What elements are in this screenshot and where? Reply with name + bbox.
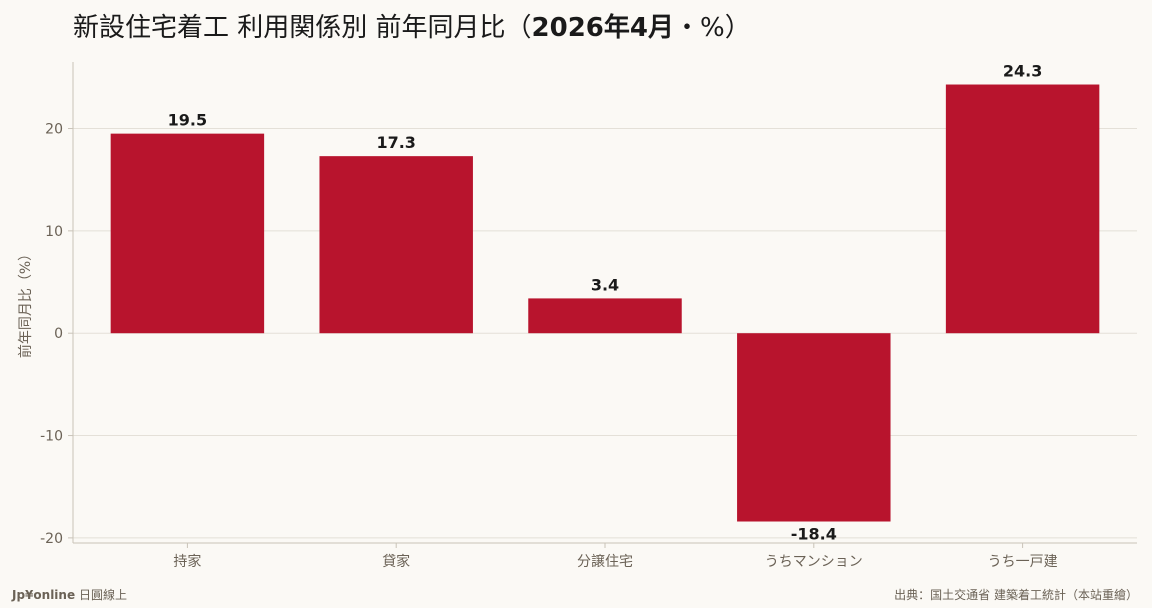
footer-brand: Jp¥online 日圓線上 xyxy=(12,586,127,603)
x-tick-label: 貸家 xyxy=(382,553,410,570)
brand-suffix: 日圓線上 xyxy=(78,588,127,602)
data-label: 24.3 xyxy=(1003,62,1042,81)
brand-logo: Jp¥online xyxy=(12,588,76,602)
y-tick-label: 10 xyxy=(45,224,63,240)
x-tick-label: うち一戸建 xyxy=(988,554,1058,570)
x-tick-label: 分譲住宅 xyxy=(577,554,633,570)
y-axis-label: 前年同月比（%） xyxy=(17,247,34,358)
bar-2 xyxy=(528,298,682,334)
axes: -20 -10 0 10 20 前年同月比（%） 持家 貸家 分譲住宅 うちマンション うち一戸建 xyxy=(17,62,1137,570)
data-label: 19.5 xyxy=(168,111,207,130)
chart-title-main: 新設住宅着工 利用関係別 前年同月比（ xyxy=(73,13,532,43)
x-tick-label: うちマンション xyxy=(765,554,863,570)
bar-1 xyxy=(319,156,473,334)
chart-title-unit: ・%） xyxy=(674,13,751,43)
x-tick-label: 持家 xyxy=(173,553,201,570)
y-tick-label: -20 xyxy=(40,531,63,547)
y-tick-label: 20 xyxy=(45,122,63,138)
data-labels: 19.5 17.3 3.4 -18.4 24.3 xyxy=(168,62,1043,544)
y-tick-label: 0 xyxy=(54,326,63,342)
bar-4 xyxy=(945,84,1100,334)
bar-0 xyxy=(110,133,265,334)
data-label: 17.3 xyxy=(376,133,415,152)
y-tick-label: -10 xyxy=(40,429,63,445)
bar-3 xyxy=(737,333,891,522)
source-note: 出典：国土交通省 建築着工統計（本站重繪） xyxy=(894,588,1138,602)
chart-title-period: 2026年4月 xyxy=(531,13,674,43)
data-label: 3.4 xyxy=(591,275,619,294)
bars xyxy=(110,84,1100,522)
data-label: -18.4 xyxy=(791,525,837,544)
chart-title: 新設住宅着工 利用関係別 前年同月比（2026年4月・%） xyxy=(73,10,751,46)
